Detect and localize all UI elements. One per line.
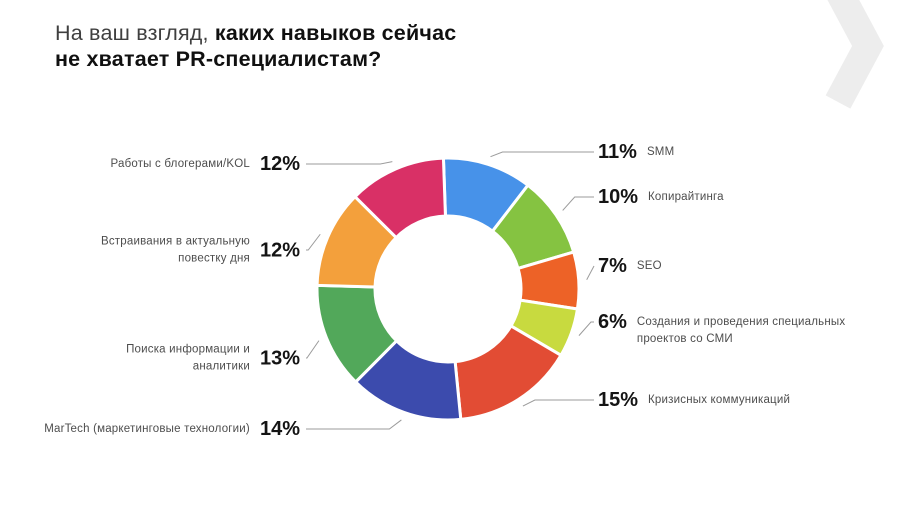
leader-line-7 (306, 233, 321, 251)
leader-line-3 (578, 321, 594, 336)
title-regular-part: На ваш взгляд, (55, 21, 215, 45)
leader-line-1 (562, 196, 594, 211)
title-bold-part: каких навыков сейчас (214, 21, 457, 45)
leader-line-5 (306, 419, 402, 430)
leader-line-0 (490, 151, 594, 158)
leader-line-6 (306, 340, 320, 359)
page-title: На ваш взгляд, каких навыков сейчас не х… (55, 20, 456, 72)
leader-line-4 (522, 399, 594, 407)
leader-line-2 (586, 265, 595, 281)
title-bold-line2: не хватает PR-специалистам? (55, 47, 382, 71)
donut-slice-8 (352, 156, 448, 240)
chevron-right-icon (825, 0, 884, 109)
leader-line-8 (306, 161, 393, 165)
